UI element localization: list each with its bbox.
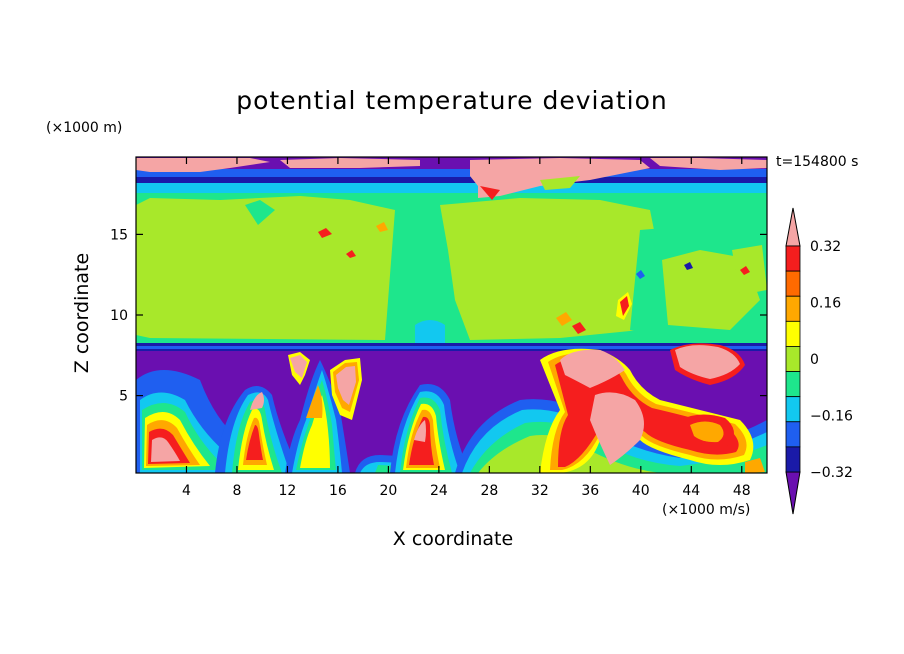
x-axis-label: X coordinate [0, 528, 904, 550]
lower-plumes [136, 343, 767, 473]
colorbar-box [785, 446, 801, 473]
colorbar-box [785, 421, 801, 448]
y-tick-label: 10 [110, 308, 128, 324]
x-tick-label: 12 [279, 483, 297, 499]
colorbar: 0.32 0.16 0 −0.16 −0.32 [785, 207, 853, 515]
y-axis-label: Z coordinate [71, 252, 93, 374]
colorbar-tick-label: 0.32 [810, 239, 841, 255]
chart-title: potential temperature deviation [236, 86, 668, 115]
colorbar-extend-min [785, 471, 801, 515]
x-tick-label: 4 [182, 483, 191, 499]
layer-top-cyan [136, 183, 767, 193]
y-tick-label: 15 [110, 227, 128, 243]
x-tick-label: 40 [632, 483, 650, 499]
y-axis: 5 10 15 [110, 227, 767, 405]
colorbar-tick-label: −0.16 [810, 409, 853, 425]
colorbar-box [785, 371, 801, 398]
y-tick-label: 5 [119, 389, 128, 405]
heatmap-field [136, 157, 767, 473]
x-tick-label: 32 [531, 483, 549, 499]
colorbar-tick-label: 0 [810, 352, 819, 368]
x-tick-label: 44 [682, 483, 700, 499]
layer-top-blue [136, 169, 767, 177]
colorbar-box [785, 346, 801, 372]
layer-top-darkblue [136, 177, 767, 183]
x-tick-label: 8 [232, 483, 241, 499]
time-label: t=154800 s [776, 154, 859, 170]
colorbar-extend-max [785, 207, 801, 247]
x-axis: 4 8 12 16 20 24 28 32 36 40 44 48 [182, 157, 751, 499]
colorbar-box [785, 295, 801, 322]
x-tick-label: 20 [379, 483, 397, 499]
x-tick-label: 24 [430, 483, 448, 499]
x-tick-label: 48 [733, 483, 751, 499]
x-tick-label: 16 [329, 483, 347, 499]
stratosphere-speckles [318, 222, 750, 334]
colorbar-tick-label: −0.32 [810, 465, 853, 481]
colorbar-box [785, 396, 801, 423]
layer-tropopause-line [136, 346, 767, 349]
x-tick-label: 36 [581, 483, 599, 499]
y-axis-unit: (×1000 m) [46, 120, 123, 136]
x-tick-label: 28 [480, 483, 498, 499]
colorbar-box [785, 320, 801, 347]
x-axis-unit: (×1000 m/s) [662, 502, 751, 518]
stratosphere-warm-patches [136, 196, 767, 343]
colorbar-tick-label: 0.16 [810, 296, 841, 312]
colorbar-box [785, 245, 801, 272]
x-axis-label-text: X coordinate [392, 528, 514, 550]
colorbar-box [785, 270, 801, 297]
